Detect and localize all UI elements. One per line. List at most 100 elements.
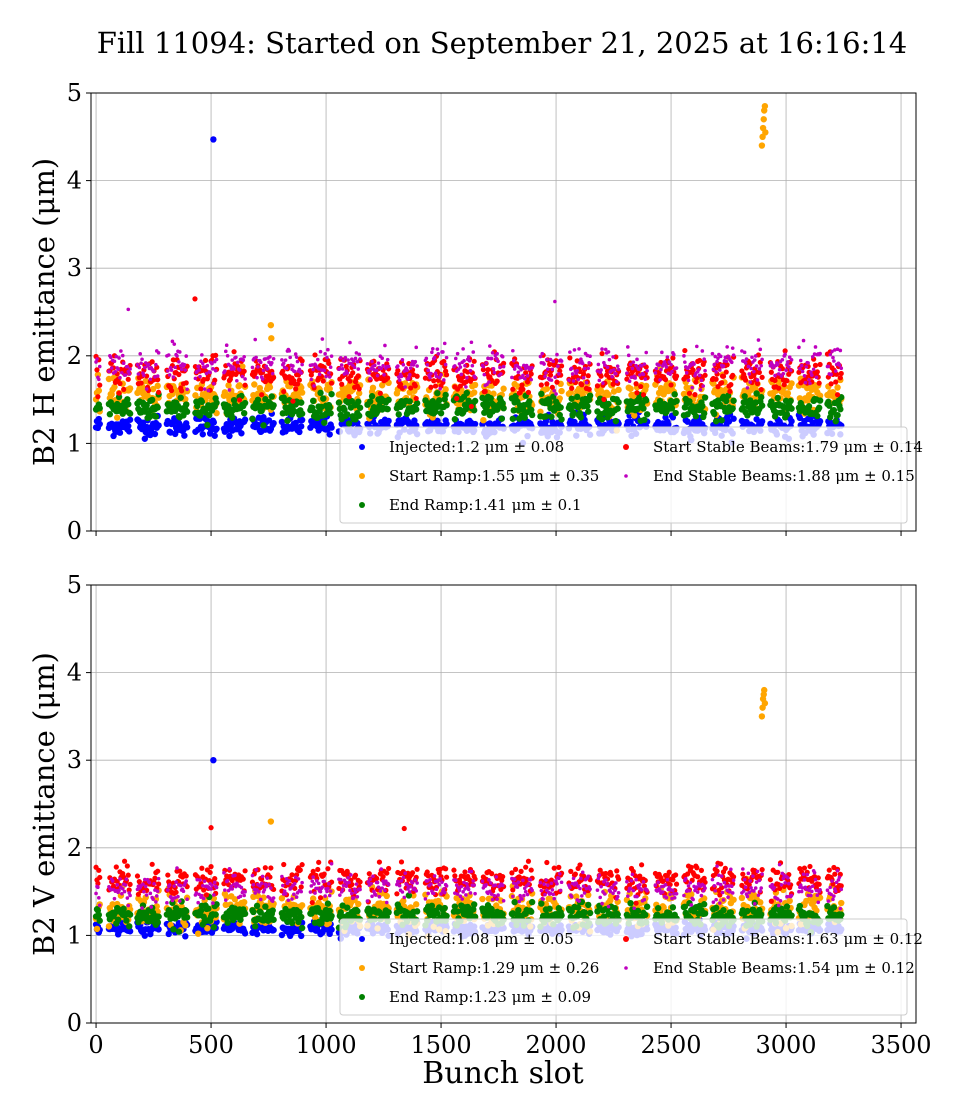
data-point <box>743 361 748 365</box>
data-point <box>803 380 808 385</box>
data-point <box>667 360 672 364</box>
data-point <box>385 375 391 381</box>
data-point <box>396 375 401 379</box>
data-point <box>784 368 788 373</box>
data-point <box>175 354 179 358</box>
data-point <box>798 358 803 363</box>
data-point <box>298 932 305 940</box>
data-point <box>95 911 103 919</box>
data-point <box>432 408 439 415</box>
data-point <box>425 362 430 367</box>
outlier-point <box>268 335 275 342</box>
data-point <box>126 416 134 423</box>
data-point <box>798 366 802 371</box>
data-point <box>367 371 372 375</box>
data-point <box>470 389 478 396</box>
data-point <box>465 376 469 380</box>
data-point <box>484 361 488 365</box>
data-point <box>721 364 726 368</box>
data-point <box>321 419 328 426</box>
data-point <box>105 923 113 930</box>
data-point <box>240 374 245 379</box>
data-point <box>270 926 277 934</box>
data-point <box>684 418 691 425</box>
data-point <box>346 358 350 362</box>
outlier-point <box>267 818 275 825</box>
data-point <box>468 403 475 410</box>
data-point <box>270 402 277 409</box>
outlier-point <box>761 700 769 707</box>
data-point <box>256 384 264 392</box>
data-point <box>812 362 819 368</box>
data-point <box>326 360 332 367</box>
data-point <box>355 390 363 397</box>
data-point <box>278 895 286 902</box>
data-point <box>386 364 391 369</box>
data-point <box>528 371 534 377</box>
data-point <box>119 349 123 353</box>
data-point <box>126 385 134 392</box>
data-point <box>344 904 351 911</box>
data-point <box>154 362 158 367</box>
data-point <box>471 913 479 920</box>
y-tick-label: 4 <box>67 167 82 195</box>
data-point <box>222 901 229 909</box>
data-point <box>723 369 729 375</box>
data-point <box>783 411 791 418</box>
data-point <box>442 386 449 393</box>
data-point <box>471 358 477 364</box>
data-point <box>829 372 833 377</box>
data-point <box>95 394 101 400</box>
data-point <box>240 898 248 906</box>
data-point <box>748 380 752 384</box>
data-point <box>120 370 124 375</box>
data-point <box>641 372 646 377</box>
data-point <box>175 928 183 935</box>
data-point <box>637 367 641 372</box>
data-point <box>432 383 439 389</box>
data-point <box>326 347 330 352</box>
data-point <box>205 363 210 368</box>
y-tick-label: 1 <box>67 429 82 457</box>
data-point <box>224 343 229 348</box>
data-point <box>641 416 648 424</box>
legend-marker <box>623 444 629 450</box>
data-point <box>148 396 156 404</box>
data-point <box>194 402 201 410</box>
data-point <box>801 338 806 343</box>
data-point <box>690 385 695 390</box>
data-point <box>581 376 586 380</box>
data-point <box>789 358 794 362</box>
data-point <box>630 366 635 371</box>
data-point <box>487 394 494 402</box>
data-point <box>443 362 448 367</box>
data-point <box>235 378 239 383</box>
data-point <box>293 386 299 392</box>
data-point <box>828 381 834 387</box>
data-point <box>692 413 700 420</box>
data-point <box>491 367 496 371</box>
data-point <box>782 348 788 354</box>
data-point <box>317 372 322 377</box>
data-point <box>414 373 420 379</box>
data-point <box>715 359 719 364</box>
data-point <box>643 411 651 418</box>
data-point <box>268 393 275 400</box>
data-point <box>206 411 213 419</box>
data-point <box>210 419 218 426</box>
data-point <box>367 398 374 405</box>
data-point <box>312 384 316 388</box>
data-point <box>642 362 647 366</box>
data-point <box>776 385 782 391</box>
data-point <box>688 891 695 898</box>
data-point <box>557 372 561 376</box>
data-point <box>509 415 517 422</box>
data-point <box>136 372 141 376</box>
data-point <box>832 359 836 363</box>
data-point <box>686 390 693 396</box>
data-point <box>742 350 747 355</box>
data-point <box>833 369 838 373</box>
data-point <box>141 435 149 442</box>
data-point <box>682 347 688 354</box>
data-point <box>490 350 495 355</box>
